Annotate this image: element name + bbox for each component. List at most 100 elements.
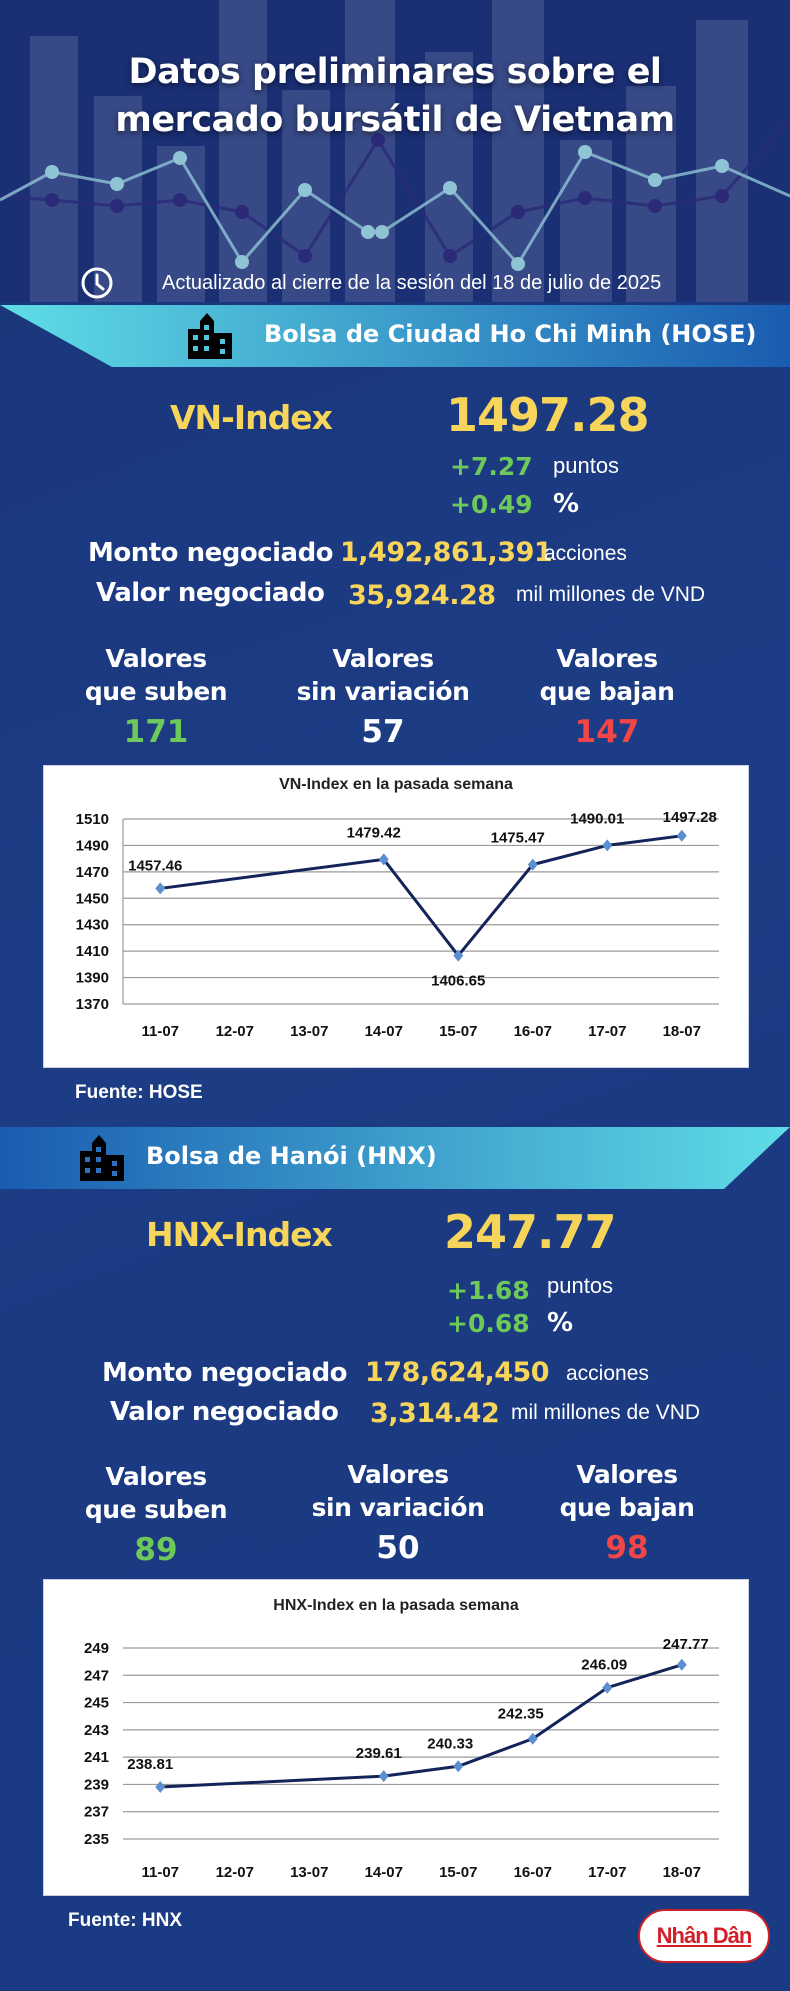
x-tick-label: 13-07	[290, 1023, 328, 1040]
data-point-marker	[602, 1681, 613, 1694]
data-point-marker	[155, 1781, 166, 1794]
volume-value: 1,492,861,391	[340, 537, 553, 568]
x-tick-label: 12-07	[216, 1023, 254, 1040]
building-icon	[80, 1135, 124, 1181]
hnx-index-value: 247.77	[444, 1205, 617, 1259]
y-tick-label: 1470	[76, 864, 109, 881]
x-tick-label: 14-07	[365, 1023, 403, 1040]
trade-value-value: 35,924.28	[348, 580, 496, 611]
hose-source: Fuente: HOSE	[75, 1082, 203, 1103]
data-label: 247.77	[663, 1636, 709, 1653]
hose-band: Bolsa de Ciudad Ho Chi Minh (HOSE)	[0, 305, 790, 367]
data-label: 1475.47	[491, 830, 545, 847]
data-point-marker	[527, 858, 538, 871]
hnx-source: Fuente: HNX	[68, 1910, 182, 1931]
vn-index-label: VN-Index	[170, 398, 333, 437]
percent-unit: %	[553, 489, 580, 519]
x-tick-label: 15-07	[439, 1864, 477, 1881]
x-tick-label: 13-07	[290, 1864, 328, 1881]
data-point-marker	[378, 1770, 389, 1783]
stat-label: que bajan	[559, 1493, 695, 1522]
y-tick-label: 243	[84, 1722, 109, 1739]
trade-value-unit: mil millones de VND	[516, 583, 706, 606]
stat-label: que bajan	[539, 677, 675, 706]
data-point-marker	[527, 1732, 538, 1745]
y-tick-label: 1390	[76, 970, 109, 987]
y-tick-label: 237	[84, 1804, 109, 1821]
hnx-index-label: HNX-Index	[146, 1215, 333, 1254]
stat-label: Valores	[576, 1460, 678, 1489]
data-line	[160, 1663, 683, 1789]
vn-index-line-chart: VN-Index en la pasada semana 1370 1390 1410…	[76, 776, 719, 1040]
vn-index-change-points: +7.27	[450, 452, 533, 481]
data-point-marker	[155, 882, 166, 895]
data-label: 1406.65	[431, 973, 485, 990]
y-tick-label: 249	[84, 1640, 109, 1657]
hnx-band-background	[0, 1127, 790, 1189]
vn-index-value: 1497.28	[446, 388, 650, 442]
trade-value-unit: mil millones de VND	[511, 1401, 701, 1424]
x-tick-label: 17-07	[588, 1864, 626, 1881]
data-label: 1497.28	[663, 809, 717, 826]
advancers-stat: Valores que suben 171	[46, 642, 266, 754]
data-label: 1490.01	[570, 810, 624, 827]
y-tick-label: 1490	[76, 837, 109, 854]
percent-unit: %	[547, 1308, 574, 1338]
x-tick-label: 15-07	[439, 1023, 477, 1040]
stat-label: Valores	[105, 1462, 207, 1491]
y-tick-label: 1510	[76, 811, 109, 828]
hnx-index-chart: HNX-Index en la pasada semana 235 237 239 24…	[43, 1579, 749, 1896]
trade-value-label: Valor negociado	[96, 578, 325, 608]
unchanged-count: 50	[376, 1530, 420, 1566]
unchanged-count: 57	[361, 714, 405, 750]
x-tick-label: 12-07	[216, 1864, 254, 1881]
hnx-index-line-chart: HNX-Index en la pasada semana 235 237 239 24…	[84, 1597, 719, 1881]
x-tick-label: 18-07	[663, 1023, 701, 1040]
x-tick-label: 11-07	[141, 1864, 179, 1881]
data-label: 242.35	[498, 1706, 544, 1723]
data-label: 1457.46	[128, 857, 182, 874]
volume-value: 178,624,450	[365, 1357, 550, 1388]
x-tick-label: 14-07	[365, 1864, 403, 1881]
nhan-dan-logo[interactable]: Nhân Dân	[638, 1909, 770, 1963]
vn-index-chart: VN-Index en la pasada semana 1370 1390 1410…	[43, 765, 749, 1068]
data-point-marker	[453, 949, 464, 962]
data-point-marker	[602, 839, 613, 852]
advancers-count: 89	[134, 1532, 178, 1568]
stat-label: Valores	[332, 644, 434, 673]
update-info: Actualizado al cierre de la sesión del 1…	[80, 266, 661, 300]
points-unit: puntos	[547, 1273, 614, 1298]
data-point-marker	[676, 829, 687, 842]
volume-unit: acciones	[566, 1362, 649, 1385]
header: Datos preliminares sobre el mercado burs…	[0, 0, 790, 302]
x-tick-label: 11-07	[141, 1023, 179, 1040]
x-tick-label: 17-07	[588, 1023, 626, 1040]
logo-text: Nhân Dân	[656, 1923, 753, 1948]
y-tick-label: 247	[84, 1667, 109, 1684]
stat-label: Valores	[105, 644, 207, 673]
data-label: 239.61	[356, 1745, 402, 1762]
hnx-band: Bolsa de Hanói (HNX)	[0, 1127, 790, 1189]
y-tick-label: 241	[84, 1749, 109, 1766]
x-tick-label: 18-07	[663, 1864, 701, 1881]
hose-section-title: Bolsa de Ciudad Ho Chi Minh (HOSE)	[264, 320, 757, 348]
update-timestamp: Actualizado al cierre de la sesión del 1…	[162, 272, 662, 294]
x-tick-label: 16-07	[514, 1864, 552, 1881]
volume-label: Monto negociado	[102, 1358, 348, 1388]
y-tick-label: 1450	[76, 890, 109, 907]
data-label: 238.81	[127, 1756, 173, 1773]
decliners-count: 147	[574, 714, 640, 750]
advancers-stat: Valores que suben 89	[46, 1460, 266, 1572]
x-tick-label: 16-07	[514, 1023, 552, 1040]
y-tick-label: 245	[84, 1695, 109, 1712]
title-line-1: Datos preliminares sobre el	[128, 52, 662, 92]
y-tick-label: 235	[84, 1831, 109, 1848]
stat-label: Valores	[556, 644, 658, 673]
volume-label: Monto negociado	[88, 538, 334, 568]
chart-title: HNX-Index en la pasada semana	[273, 1597, 519, 1614]
volume-unit: acciones	[544, 542, 627, 565]
data-line	[160, 834, 682, 958]
stat-label: que suben	[84, 677, 228, 706]
data-point-marker	[453, 1760, 464, 1773]
